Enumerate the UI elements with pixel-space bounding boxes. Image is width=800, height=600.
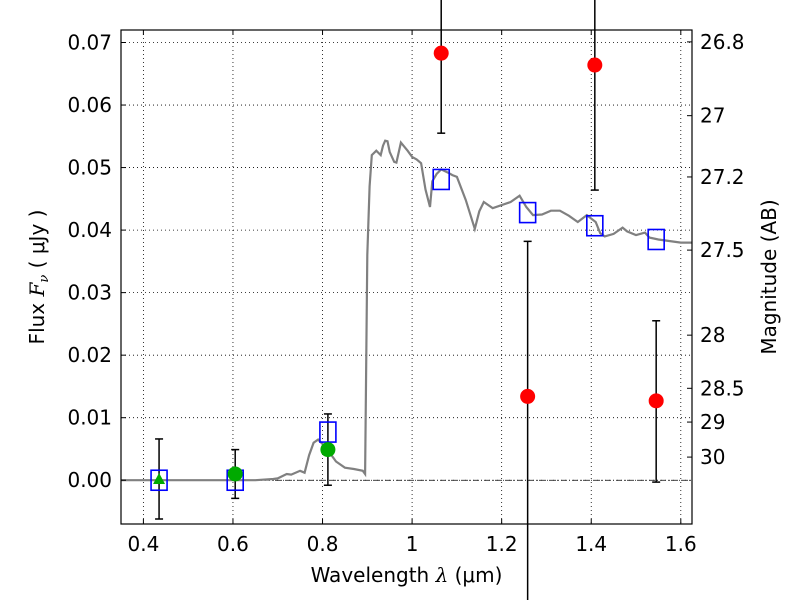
plot-frame <box>120 29 693 525</box>
y2-tick-label: 27.5 <box>700 238 745 262</box>
green-circle-point <box>320 442 336 458</box>
tick-marks <box>121 30 692 524</box>
tick-labels: 0.4 0.6 0.8 1 1.2 1.4 1.6 0.00 0.01 0.02 0.03 0.04 0… <box>67 30 744 556</box>
x-tick-label: 0.6 <box>217 532 249 556</box>
right-axis-label: Magnitude (AB) <box>757 199 781 354</box>
y-tick-label: 0.07 <box>67 31 112 55</box>
y2-tick-label: 30 <box>700 445 725 469</box>
x-tick-label: 0.4 <box>127 532 159 556</box>
y2-tick-label: 29 <box>700 410 725 434</box>
y-tick-label: 0.05 <box>67 156 112 180</box>
y-tick-label: 0.04 <box>67 218 112 242</box>
model-flux-square <box>586 214 604 237</box>
grid-lines <box>121 30 692 524</box>
model-flux-square <box>319 421 337 443</box>
y-tick-label: 0.02 <box>67 343 112 367</box>
model-flux-square <box>432 168 451 191</box>
observed-flux-point <box>433 45 449 61</box>
observed-flux-point <box>648 393 664 409</box>
model-sed-line <box>121 139 692 482</box>
y2-tick-label: 27 <box>700 104 725 128</box>
x-tick-label: 0.8 <box>307 532 339 556</box>
y-tick-label: 0.06 <box>67 93 112 117</box>
y2-tick-label: 28 <box>700 323 725 347</box>
x-tick-label: 1.4 <box>575 532 607 556</box>
y-tick-label: 0.01 <box>67 406 112 430</box>
x-axis-label: Wavelength λ (μm) <box>311 563 503 587</box>
y2-tick-label: 26.8 <box>700 30 745 54</box>
data-marks <box>150 0 665 600</box>
observed-flux-point <box>520 388 536 404</box>
observed-flux-point <box>587 57 603 73</box>
model-flux-square <box>518 201 537 224</box>
x-tick-label: 1.2 <box>486 532 518 556</box>
green-triangle-point <box>153 472 166 484</box>
y-tick-label: 0.00 <box>67 468 112 492</box>
green-circle-point <box>227 466 243 482</box>
y-axis-label: Flux Fν ( μJy ) <box>25 210 52 345</box>
model-flux-square <box>150 469 168 492</box>
x-tick-label: 1.6 <box>665 532 697 556</box>
y2-tick-label: 27.2 <box>700 165 745 189</box>
y-tick-label: 0.03 <box>67 281 112 305</box>
model-flux-square <box>647 228 665 251</box>
x-tick-label: 1 <box>406 532 419 556</box>
y2-tick-label: 28.5 <box>700 376 745 400</box>
